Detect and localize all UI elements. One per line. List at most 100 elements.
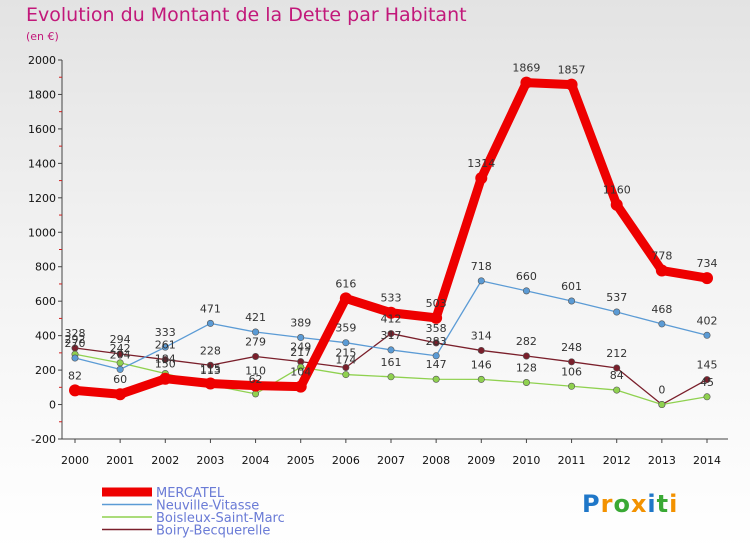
data-label: 333 <box>155 326 176 339</box>
y-tick-label: 200 <box>35 364 56 377</box>
data-point <box>206 319 214 327</box>
y-tick-label: 1600 <box>28 123 56 136</box>
y-tick-label: 600 <box>35 295 56 308</box>
legend-entry: Boisleux-Saint-Marc <box>156 511 285 526</box>
legend: MERCATELNeuville-VitasseBoisleux-Saint-M… <box>102 486 285 539</box>
data-label: 104 <box>290 366 311 379</box>
data-label: 84 <box>610 369 624 382</box>
x-tick-label: 2006 <box>332 454 360 467</box>
data-label: 161 <box>381 356 402 369</box>
y-tick-label: 0 <box>49 399 56 412</box>
data-point <box>387 373 395 381</box>
data-point <box>206 361 214 369</box>
data-label: 145 <box>697 359 718 372</box>
data-label: 128 <box>516 361 537 374</box>
data-label: 1160 <box>603 184 631 197</box>
data-point <box>703 376 711 384</box>
y-tick-label: 800 <box>35 261 56 274</box>
data-point <box>522 287 530 295</box>
data-label: 184 <box>155 353 176 366</box>
data-label: 358 <box>426 322 447 335</box>
data-point <box>114 388 127 401</box>
x-tick-label: 2005 <box>287 454 315 467</box>
y-tick-label: -200 <box>31 433 56 446</box>
legend-entry: MERCATEL <box>156 486 225 501</box>
data-point <box>159 372 172 385</box>
data-point <box>339 292 352 305</box>
data-label: 533 <box>381 292 402 305</box>
data-point <box>385 306 397 319</box>
logo-letter: i <box>647 490 657 518</box>
data-point <box>658 320 666 328</box>
data-label: 249 <box>290 341 311 354</box>
data-label: 60 <box>113 373 127 386</box>
data-label: 317 <box>381 329 402 342</box>
data-label: 734 <box>697 257 718 270</box>
data-point <box>116 350 124 358</box>
data-label: 359 <box>335 322 356 335</box>
data-label: 328 <box>65 327 86 340</box>
data-point <box>116 365 124 373</box>
data-point <box>252 352 260 360</box>
data-point <box>342 339 350 347</box>
data-point <box>69 384 81 397</box>
x-tick-label: 2010 <box>512 454 540 467</box>
data-label: 228 <box>200 344 221 357</box>
data-point <box>432 339 440 347</box>
data-point <box>430 311 443 324</box>
data-label: 1857 <box>558 64 586 77</box>
data-point <box>475 172 488 185</box>
legend-entry: Neuville-Vitasse <box>156 499 259 514</box>
data-point <box>520 76 533 89</box>
data-label: 62 <box>249 373 263 386</box>
data-label: 412 <box>381 313 402 326</box>
y-tick-label: 1400 <box>28 157 56 170</box>
data-label: 174 <box>335 354 356 367</box>
data-point <box>387 330 395 338</box>
data-point <box>568 358 576 366</box>
data-label: 106 <box>561 365 582 378</box>
logo-letter: i <box>669 490 679 518</box>
data-label: 471 <box>200 302 221 315</box>
x-tick-label: 2004 <box>242 454 270 467</box>
data-label: 110 <box>245 365 266 378</box>
data-point <box>613 364 621 372</box>
data-point <box>342 371 350 379</box>
data-label: 389 <box>290 317 311 330</box>
x-tick-label: 2000 <box>61 454 89 467</box>
data-label: 113 <box>200 364 221 377</box>
data-label: 537 <box>606 291 627 304</box>
data-label: 1314 <box>467 157 495 170</box>
y-tick-label: 2000 <box>28 54 56 67</box>
data-label: 115 <box>200 363 221 376</box>
logo-letter: x <box>630 490 648 518</box>
x-tick-label: 2001 <box>106 454 134 467</box>
data-point <box>613 308 621 316</box>
data-point <box>565 78 578 91</box>
data-label: 503 <box>426 297 447 310</box>
data-label: 718 <box>471 260 492 273</box>
data-label: 283 <box>426 335 447 348</box>
data-label: 150 <box>155 358 176 371</box>
data-point <box>477 277 485 285</box>
x-tick-label: 2003 <box>196 454 224 467</box>
data-label: 282 <box>516 335 537 348</box>
data-label: 217 <box>290 346 311 359</box>
data-point <box>655 264 668 277</box>
data-label: 778 <box>651 250 672 263</box>
logo-letter: P <box>582 490 601 518</box>
data-label: 421 <box>245 311 266 324</box>
data-label: 601 <box>561 280 582 293</box>
data-point <box>432 352 440 360</box>
data-point <box>568 297 576 305</box>
data-point <box>522 352 530 360</box>
y-tick-label: 400 <box>35 330 56 343</box>
data-label: 242 <box>110 342 131 355</box>
x-tick-label: 2002 <box>151 454 179 467</box>
data-point <box>613 386 621 394</box>
data-point <box>204 377 217 390</box>
data-labels: 82 60 150 115 110 104 616 533 503 1314 1869 1857 116… <box>65 62 718 397</box>
data-label: 147 <box>426 358 447 371</box>
data-point <box>703 331 711 339</box>
